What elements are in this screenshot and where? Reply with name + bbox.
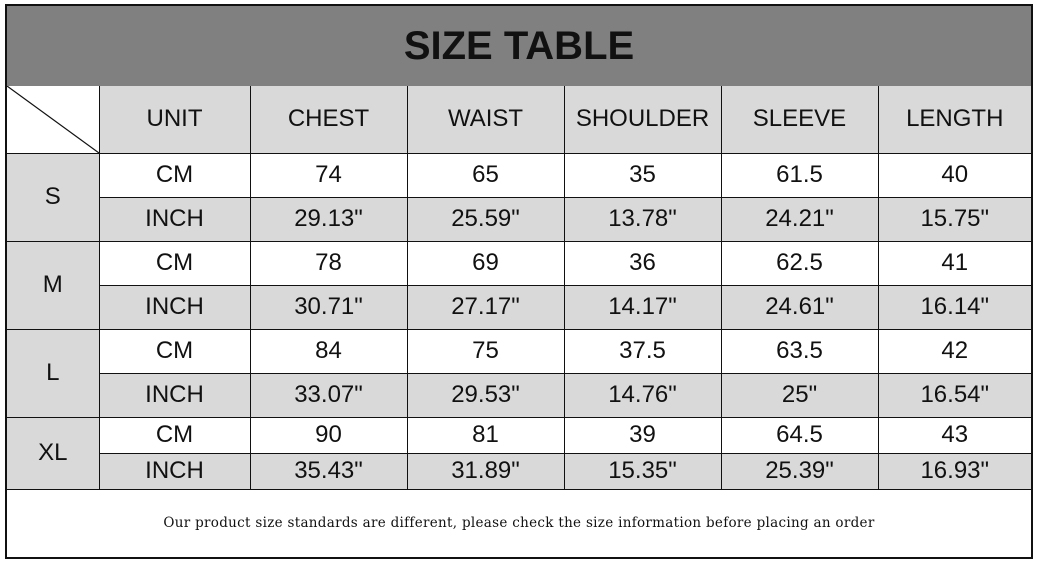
value-cell: 15.75": [877, 196, 1031, 242]
size-table: UNIT CHEST WAIST SHOULDER SLEEVE LENGTH S CM 74 6…: [7, 86, 1031, 490]
value-cell: 43: [877, 416, 1031, 454]
unit-cell: CM: [98, 240, 251, 286]
value-cell: 30.71": [249, 284, 408, 330]
value-cell: 84: [249, 328, 408, 374]
size-label: M: [7, 240, 100, 330]
unit-cell: CM: [98, 328, 251, 374]
column-header-shoulder: SHOULDER: [563, 86, 722, 154]
value-cell: 41: [877, 240, 1031, 286]
value-cell: 65: [406, 152, 565, 198]
value-cell: 31.89": [406, 452, 565, 490]
value-cell: 14.76": [563, 372, 722, 418]
table-row: S CM 74 65 35 61.5 40: [7, 152, 1031, 242]
value-cell: 36: [563, 240, 722, 286]
value-cell: 16.93": [877, 452, 1031, 490]
size-table-frame: SIZE TABLE UNIT CHEST WAIST SHOULDER SLEEVE L…: [5, 4, 1033, 559]
value-cell: 75: [406, 328, 565, 374]
table-row: L CM 84 75 37.5 63.5 42: [7, 328, 1031, 418]
column-header-chest: CHEST: [249, 86, 408, 154]
value-cell: 64.5: [720, 416, 879, 454]
value-cell: 15.35": [563, 452, 722, 490]
table-row: XL CM 90 81 39 64.5 43: [7, 416, 1031, 490]
column-header-length: LENGTH: [877, 86, 1031, 154]
value-cell: 16.54": [877, 372, 1031, 418]
value-cell: 74: [249, 152, 408, 198]
value-cell: 40: [877, 152, 1031, 198]
diagonal-divider: [7, 86, 99, 153]
value-cell: 69: [406, 240, 565, 286]
value-cell: 16.14": [877, 284, 1031, 330]
value-cell: 24.21": [720, 196, 879, 242]
column-header-waist: WAIST: [406, 86, 565, 154]
table-row: INCH 30.71" 27.17" 14.17" 24.61" 16.14": [7, 284, 1031, 330]
table-row: INCH 35.43" 31.89" 15.35" 25.39" 16.93": [7, 452, 1031, 490]
unit-cell: INCH: [98, 196, 251, 242]
value-cell: 39: [563, 416, 722, 454]
value-cell: 37.5: [563, 328, 722, 374]
value-cell: 35.43": [249, 452, 408, 490]
value-cell: 25.39": [720, 452, 879, 490]
value-cell: 35: [563, 152, 722, 198]
size-disclaimer: Our product size standards are different…: [163, 515, 875, 531]
unit-cell: CM: [98, 416, 251, 454]
value-cell: 42: [877, 328, 1031, 374]
corner-cell: [7, 86, 100, 154]
value-cell: 25": [720, 372, 879, 418]
value-cell: 13.78": [563, 196, 722, 242]
unit-cell: CM: [98, 152, 251, 198]
value-cell: 25.59": [406, 196, 565, 242]
value-cell: 33.07": [249, 372, 408, 418]
unit-cell: INCH: [98, 372, 251, 418]
table-title: SIZE TABLE: [7, 6, 1031, 87]
value-cell: 90: [249, 416, 408, 454]
value-cell: 14.17": [563, 284, 722, 330]
value-cell: 29.13": [249, 196, 408, 242]
value-cell: 63.5: [720, 328, 879, 374]
value-cell: 78: [249, 240, 408, 286]
table-row: M CM 78 69 36 62.5 41: [7, 240, 1031, 330]
table-row: INCH 29.13" 25.59" 13.78" 24.21" 15.75": [7, 196, 1031, 242]
value-cell: 61.5: [720, 152, 879, 198]
value-cell: 29.53": [406, 372, 565, 418]
table-row: INCH 33.07" 29.53" 14.76" 25" 16.54": [7, 372, 1031, 418]
unit-cell: INCH: [98, 452, 251, 490]
value-cell: 62.5: [720, 240, 879, 286]
column-header-sleeve: SLEEVE: [720, 86, 879, 154]
value-cell: 81: [406, 416, 565, 454]
unit-cell: INCH: [98, 284, 251, 330]
value-cell: 24.61": [720, 284, 879, 330]
size-label: L: [7, 328, 100, 418]
size-label: S: [7, 152, 100, 242]
value-cell: 27.17": [406, 284, 565, 330]
size-label: XL: [7, 416, 100, 490]
column-header-unit: UNIT: [98, 86, 251, 154]
